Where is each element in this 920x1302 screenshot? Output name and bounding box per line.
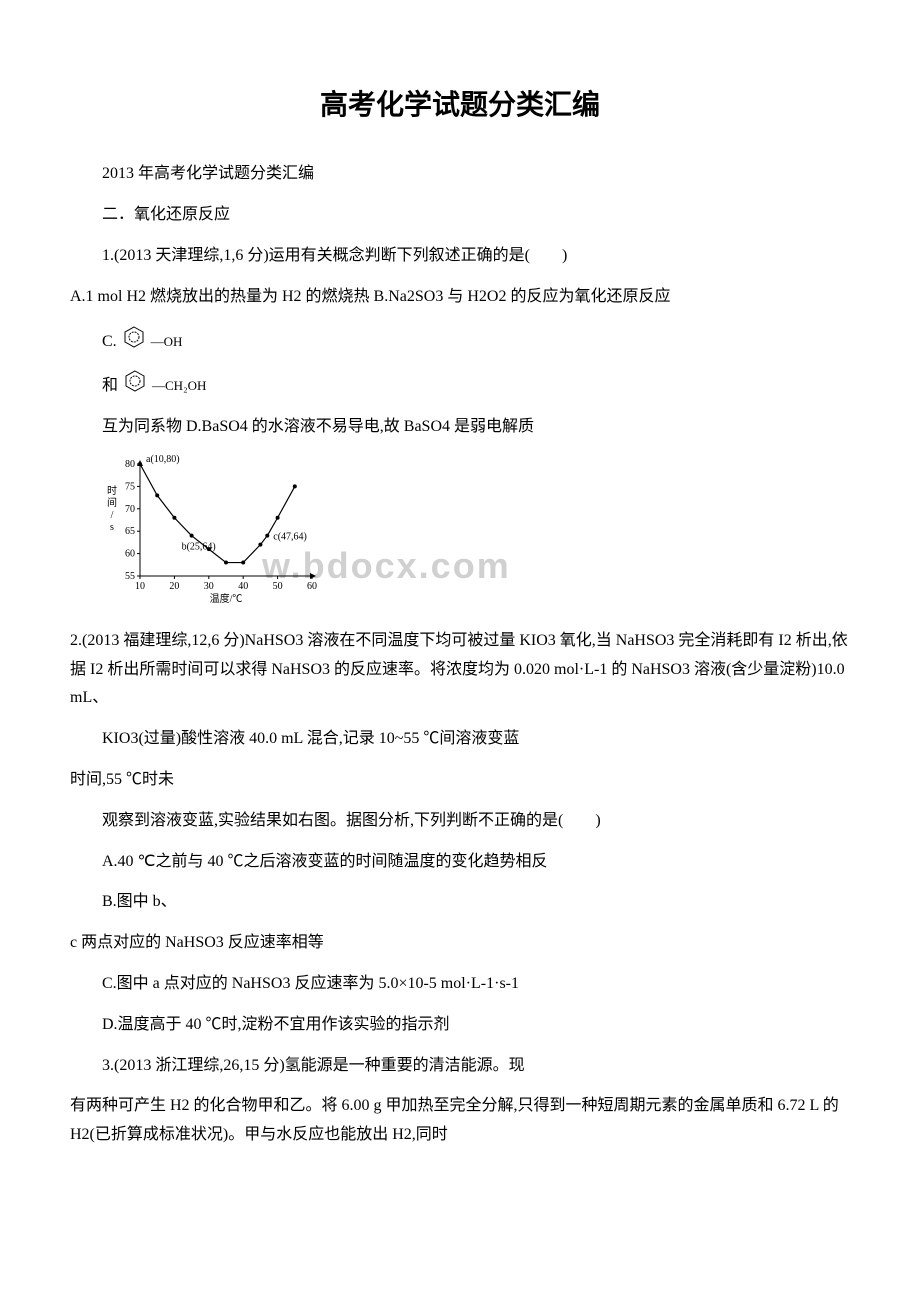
q1-option-c-formula2: 和 —CH₂OH xyxy=(102,368,850,405)
page-title: 高考化学试题分类汇编 xyxy=(70,80,850,130)
intro-line: 2013 年高考化学试题分类汇编 xyxy=(70,160,850,189)
svg-text:a(10,80): a(10,80) xyxy=(146,454,180,465)
svg-text:20: 20 xyxy=(169,581,179,592)
q2-paragraph-3: 时间,55 ℃时未 xyxy=(70,766,850,795)
svg-text:b(25,64): b(25,64) xyxy=(182,542,216,553)
svg-text:60: 60 xyxy=(125,549,135,560)
svg-text:60: 60 xyxy=(307,581,317,592)
section-heading: 二．氧化还原反应 xyxy=(70,201,850,230)
svg-text:c(47,64): c(47,64) xyxy=(273,532,307,543)
q2-paragraph-1: 2.(2013 福建理综,12,6 分)NaHSO3 溶液在不同温度下均可被过量… xyxy=(70,627,850,713)
q1-option-ab: A.1 mol H2 燃烧放出的热量为 H2 的燃烧热 B.Na2SO3 与 H… xyxy=(70,283,850,312)
q1-option-cd: 互为同系物 D.BaSO4 的水溶液不易导电,故 BaSO4 是弱电解质 xyxy=(70,413,850,442)
q3-paragraph-1: 3.(2013 浙江理综,26,15 分)氢能源是一种重要的清洁能源。现 xyxy=(70,1052,850,1081)
ch2oh-label: —CH₂OH xyxy=(152,378,206,393)
and-label: 和 xyxy=(102,377,118,394)
time-temperature-chart: 55 60 65 70 75 80 10 20 30 40 50 60 温度/℃ 时间/s a(10,80)… xyxy=(102,454,322,604)
svg-text:80: 80 xyxy=(125,459,135,470)
q2-option-b2: c 两点对应的 NaHSO3 反应速率相等 xyxy=(70,929,850,958)
svg-text:温度/℃: 温度/℃ xyxy=(210,592,243,604)
svg-text:s: s xyxy=(110,522,114,533)
q2-paragraph-4: 观察到溶液变蓝,实验结果如右图。据图分析,下列判断不正确的是( ) xyxy=(70,807,850,836)
svg-text:30: 30 xyxy=(204,581,214,592)
q2-option-b: B.图中 b、 xyxy=(70,888,850,917)
q2-option-c: C.图中 a 点对应的 NaHSO3 反应速率为 5.0×10-5 mol·L-… xyxy=(70,970,850,999)
q3-paragraph-2: 有两种可产生 H2 的化合物甲和乙。将 6.00 g 甲加热至完全分解,只得到一… xyxy=(70,1092,850,1150)
benzene-ring-icon xyxy=(121,324,147,361)
svg-text:/: / xyxy=(111,510,114,521)
svg-text:70: 70 xyxy=(125,504,135,515)
svg-text:10: 10 xyxy=(135,581,145,592)
svg-text:50: 50 xyxy=(273,581,283,592)
svg-text:75: 75 xyxy=(125,481,135,492)
oh-label: —OH xyxy=(151,334,183,349)
c-label: C. xyxy=(102,333,117,350)
svg-text:间: 间 xyxy=(107,496,117,509)
svg-text:55: 55 xyxy=(125,571,135,582)
q2-option-a: A.40 ℃之前与 40 ℃之后溶液变蓝的时间随温度的变化趋势相反 xyxy=(70,848,850,877)
svg-text:时: 时 xyxy=(107,485,117,497)
chart-container: 55 60 65 70 75 80 10 20 30 40 50 60 温度/℃ 时间/s a(10,80)… xyxy=(102,454,850,615)
q1-option-c-formula1: C. —OH xyxy=(102,324,850,361)
q2-option-d: D.温度高于 40 ℃时,淀粉不宜用作该实验的指示剂 xyxy=(70,1011,850,1040)
benzene-ring-icon xyxy=(122,368,148,405)
q1-stem: 1.(2013 天津理综,1,6 分)运用有关概念判断下列叙述正确的是( ) xyxy=(70,242,850,271)
svg-text:65: 65 xyxy=(125,526,135,537)
q2-paragraph-2: KIO3(过量)酸性溶液 40.0 mL 混合,记录 10~55 ℃间溶液变蓝 xyxy=(70,725,850,754)
svg-text:40: 40 xyxy=(238,581,248,592)
